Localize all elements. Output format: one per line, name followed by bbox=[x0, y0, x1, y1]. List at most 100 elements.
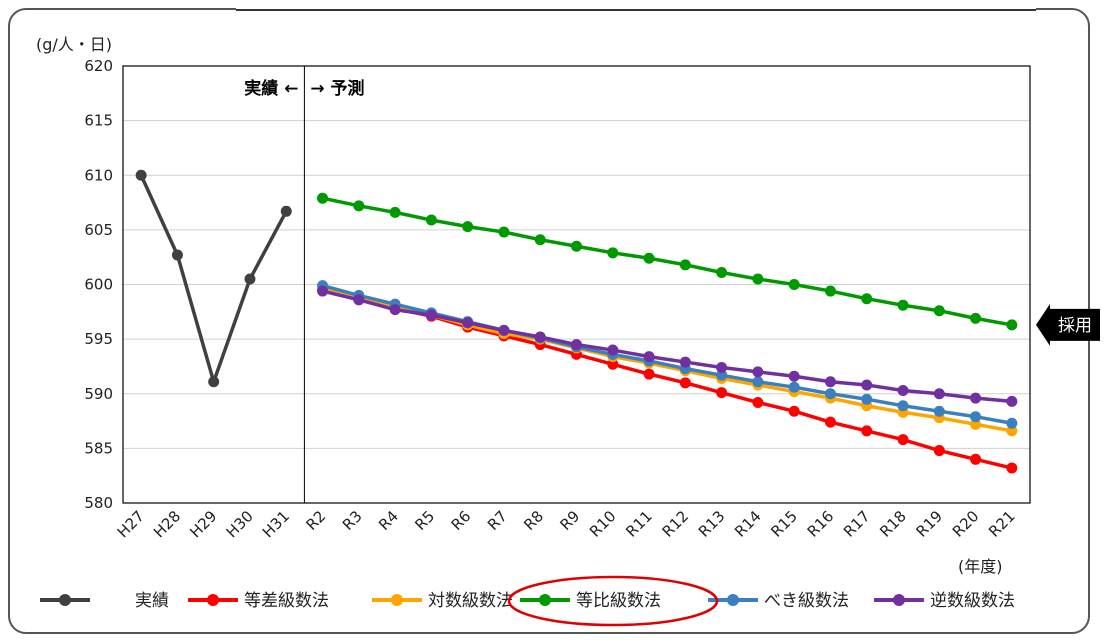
data-point bbox=[425, 309, 437, 321]
data-point bbox=[933, 405, 945, 417]
data-point bbox=[861, 379, 873, 391]
data-point bbox=[897, 400, 909, 412]
x-tick-label: R9 bbox=[556, 507, 583, 534]
legend-marker bbox=[893, 594, 905, 606]
x-tick-label: R15 bbox=[767, 507, 801, 541]
y-tick-label: 580 bbox=[84, 494, 113, 512]
x-tick-label: H28 bbox=[150, 507, 184, 541]
plot-area bbox=[122, 65, 1031, 504]
data-point bbox=[389, 206, 401, 218]
x-tick-label: R20 bbox=[949, 507, 983, 541]
data-point bbox=[643, 368, 655, 380]
x-tick-label: R13 bbox=[695, 507, 729, 541]
data-point bbox=[861, 425, 873, 437]
data-point bbox=[571, 240, 582, 252]
forecast-label: → 予測 bbox=[310, 78, 364, 99]
adopted-label: 採用 bbox=[1058, 316, 1092, 336]
y-tick-label: 610 bbox=[84, 166, 113, 184]
data-point bbox=[933, 305, 945, 317]
legend-marker bbox=[391, 594, 403, 606]
data-point bbox=[280, 205, 292, 217]
y-tick-label: 585 bbox=[84, 439, 113, 457]
data-point bbox=[607, 247, 619, 259]
data-point bbox=[933, 388, 945, 400]
series-line bbox=[322, 283, 1013, 425]
data-point bbox=[571, 339, 582, 351]
data-point bbox=[353, 200, 365, 212]
y-tick-label: 595 bbox=[84, 330, 113, 348]
data-point bbox=[534, 234, 546, 246]
data-point bbox=[679, 377, 691, 389]
data-point bbox=[317, 285, 329, 297]
x-tick-label: R18 bbox=[876, 507, 910, 541]
data-point bbox=[897, 384, 909, 396]
x-tick-label: R10 bbox=[586, 507, 620, 541]
x-tick-label: R8 bbox=[520, 507, 547, 534]
x-tick-label: R17 bbox=[840, 507, 874, 541]
data-point bbox=[824, 416, 836, 428]
data-point bbox=[425, 214, 437, 226]
data-point bbox=[970, 392, 982, 404]
data-point bbox=[788, 405, 800, 417]
data-point bbox=[208, 376, 220, 388]
data-point bbox=[824, 376, 836, 388]
y-tick-label: 620 bbox=[84, 57, 113, 75]
data-point bbox=[861, 293, 873, 305]
series-line bbox=[322, 289, 1013, 404]
actual-label: 実績 ← bbox=[244, 78, 298, 99]
x-tick-label: R5 bbox=[411, 507, 438, 534]
y-tick-label: 600 bbox=[84, 276, 113, 294]
y-tick-label: 605 bbox=[84, 221, 113, 239]
data-point bbox=[1006, 425, 1018, 437]
x-tick-label: R4 bbox=[375, 507, 402, 534]
data-point bbox=[643, 351, 655, 363]
y-tick-label: 590 bbox=[84, 385, 113, 403]
legend-label: 逆数級数法 bbox=[930, 591, 1015, 611]
data-point bbox=[716, 387, 728, 399]
x-tick-label: R6 bbox=[448, 507, 475, 534]
data-point bbox=[824, 388, 836, 400]
data-point bbox=[135, 169, 147, 181]
legend-marker bbox=[207, 594, 219, 606]
x-axis-label: (年度) bbox=[958, 557, 1003, 576]
data-point bbox=[607, 358, 619, 370]
legend-marker bbox=[539, 594, 551, 606]
data-point bbox=[970, 411, 982, 423]
data-point bbox=[498, 226, 510, 238]
top-bar bbox=[236, 0, 1036, 11]
data-point bbox=[1006, 319, 1018, 331]
x-tick-label: R7 bbox=[484, 507, 511, 534]
data-point bbox=[970, 312, 982, 324]
data-point bbox=[752, 396, 764, 408]
legend-marker bbox=[59, 594, 71, 606]
legend-label: 等差級数法 bbox=[244, 591, 329, 611]
x-tick-label: R21 bbox=[985, 507, 1019, 541]
data-point bbox=[679, 259, 691, 271]
data-point bbox=[498, 324, 510, 336]
x-tick-label: H30 bbox=[223, 507, 257, 541]
data-point bbox=[462, 317, 474, 329]
data-point bbox=[534, 331, 546, 343]
x-tick-label: H31 bbox=[259, 507, 293, 541]
data-point bbox=[788, 279, 800, 290]
data-point bbox=[897, 299, 909, 311]
x-tick-label: R12 bbox=[659, 507, 693, 541]
series-line bbox=[322, 196, 1013, 327]
x-tick-label: R19 bbox=[913, 507, 947, 541]
x-tick-label: R2 bbox=[303, 507, 330, 534]
data-point bbox=[970, 418, 982, 430]
chart-frame bbox=[8, 8, 1090, 634]
data-point bbox=[752, 273, 764, 285]
legend-label: 実績 bbox=[135, 591, 169, 611]
data-point bbox=[788, 381, 800, 393]
data-point bbox=[788, 370, 800, 382]
x-tick-label: H29 bbox=[186, 507, 220, 541]
series-line bbox=[139, 174, 288, 384]
highlight-ellipse bbox=[507, 575, 719, 627]
legend-label: 等比級数法 bbox=[576, 591, 661, 611]
data-point bbox=[716, 266, 728, 278]
data-point bbox=[970, 453, 982, 465]
data-point bbox=[643, 252, 655, 264]
x-tick-label: R3 bbox=[339, 507, 366, 534]
